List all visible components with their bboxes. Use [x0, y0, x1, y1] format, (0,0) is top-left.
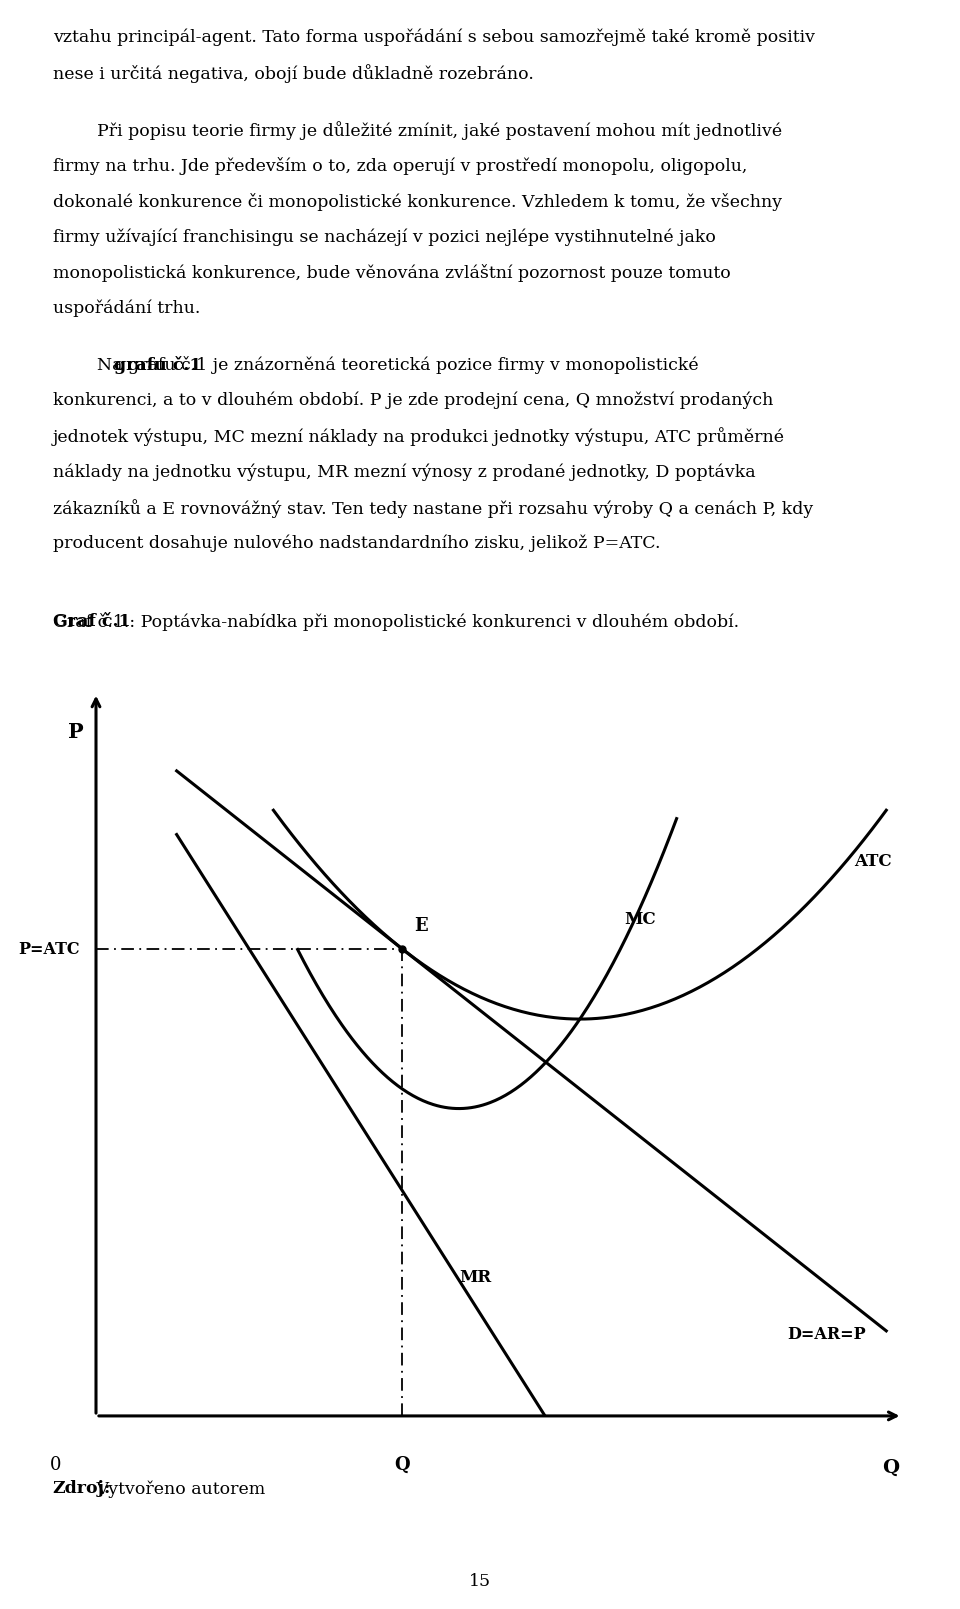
Text: náklady na jednotku výstupu, MR mezní výnosy z prodané jednotky, D poptávka: náklady na jednotku výstupu, MR mezní vý…	[53, 463, 756, 481]
Text: monopolistická konkurence, bude věnována zvláštní pozornost pouze tomuto: monopolistická konkurence, bude věnována…	[53, 264, 731, 282]
Text: konkurenci, a to v dlouhém období. P je zde prodejní cena, Q množství prodaných: konkurenci, a to v dlouhém období. P je …	[53, 393, 773, 409]
Text: Zdroj:: Zdroj:	[53, 1480, 111, 1498]
Text: Na grafu č.1 je znázorněná teoretická pozice firmy v monopolistické: Na grafu č.1 je znázorněná teoretická po…	[53, 356, 699, 375]
Text: 0: 0	[50, 1456, 61, 1474]
Text: firmy užívající franchisingu se nacházejí v pozici nejlépe vystihnutelné jako: firmy užívající franchisingu se nacházej…	[53, 228, 715, 246]
Text: jednotek výstupu, MC mezní náklady na produkci jednotky výstupu, ATC průměrné: jednotek výstupu, MC mezní náklady na pr…	[53, 428, 784, 446]
Text: vztahu principál-agent. Tato forma uspořádání s sebou samozřejmě také kromě posi: vztahu principál-agent. Tato forma uspoř…	[53, 29, 815, 47]
Text: grafu č.1: grafu č.1	[114, 356, 202, 375]
Text: P: P	[68, 722, 84, 742]
Text: Vytvořeno autorem: Vytvořeno autorem	[90, 1480, 265, 1498]
Text: E: E	[415, 917, 428, 935]
Text: Q: Q	[881, 1459, 899, 1477]
Text: Graf č.1: Graf č.1	[53, 613, 131, 629]
Text: D=AR=P: D=AR=P	[787, 1326, 866, 1344]
Text: dokonalé konkurence či monopolistické konkurence. Vzhledem k tomu, že všechny: dokonalé konkurence či monopolistické ko…	[53, 193, 782, 211]
Text: 15: 15	[468, 1572, 492, 1590]
Text: zákazníků a E rovnovážný stav. Ten tedy nastane při rozsahu výroby Q a cenách P,: zákazníků a E rovnovážný stav. Ten tedy …	[53, 499, 813, 518]
Text: firmy na trhu. Jde především o to, zda operují v prostředí monopolu, oligopolu,: firmy na trhu. Jde především o to, zda o…	[53, 158, 747, 175]
Text: MR: MR	[459, 1270, 491, 1286]
Text: Graf č.1.: Poptávka-nabídka při monopolistické konkurenci v dlouhém období.: Graf č.1.: Poptávka-nabídka při monopoli…	[53, 613, 739, 631]
Text: Q: Q	[395, 1456, 410, 1474]
Text: P=ATC: P=ATC	[18, 941, 80, 957]
Text: ATC: ATC	[854, 853, 892, 870]
Text: producent dosahuje nulového nadstandardního zisku, jelikož P=ATC.: producent dosahuje nulového nadstandardn…	[53, 534, 660, 552]
Text: MC: MC	[624, 911, 656, 928]
Text: uspořádání trhu.: uspořádání trhu.	[53, 299, 201, 317]
Text: Při popisu teorie firmy je důležité zmínit, jaké postavení mohou mít jednotlivé: Při popisu teorie firmy je důležité zmín…	[53, 122, 782, 140]
Text: nese i určitá negativa, obojí bude důkladně rozebráno.: nese i určitá negativa, obojí bude důkla…	[53, 64, 534, 84]
